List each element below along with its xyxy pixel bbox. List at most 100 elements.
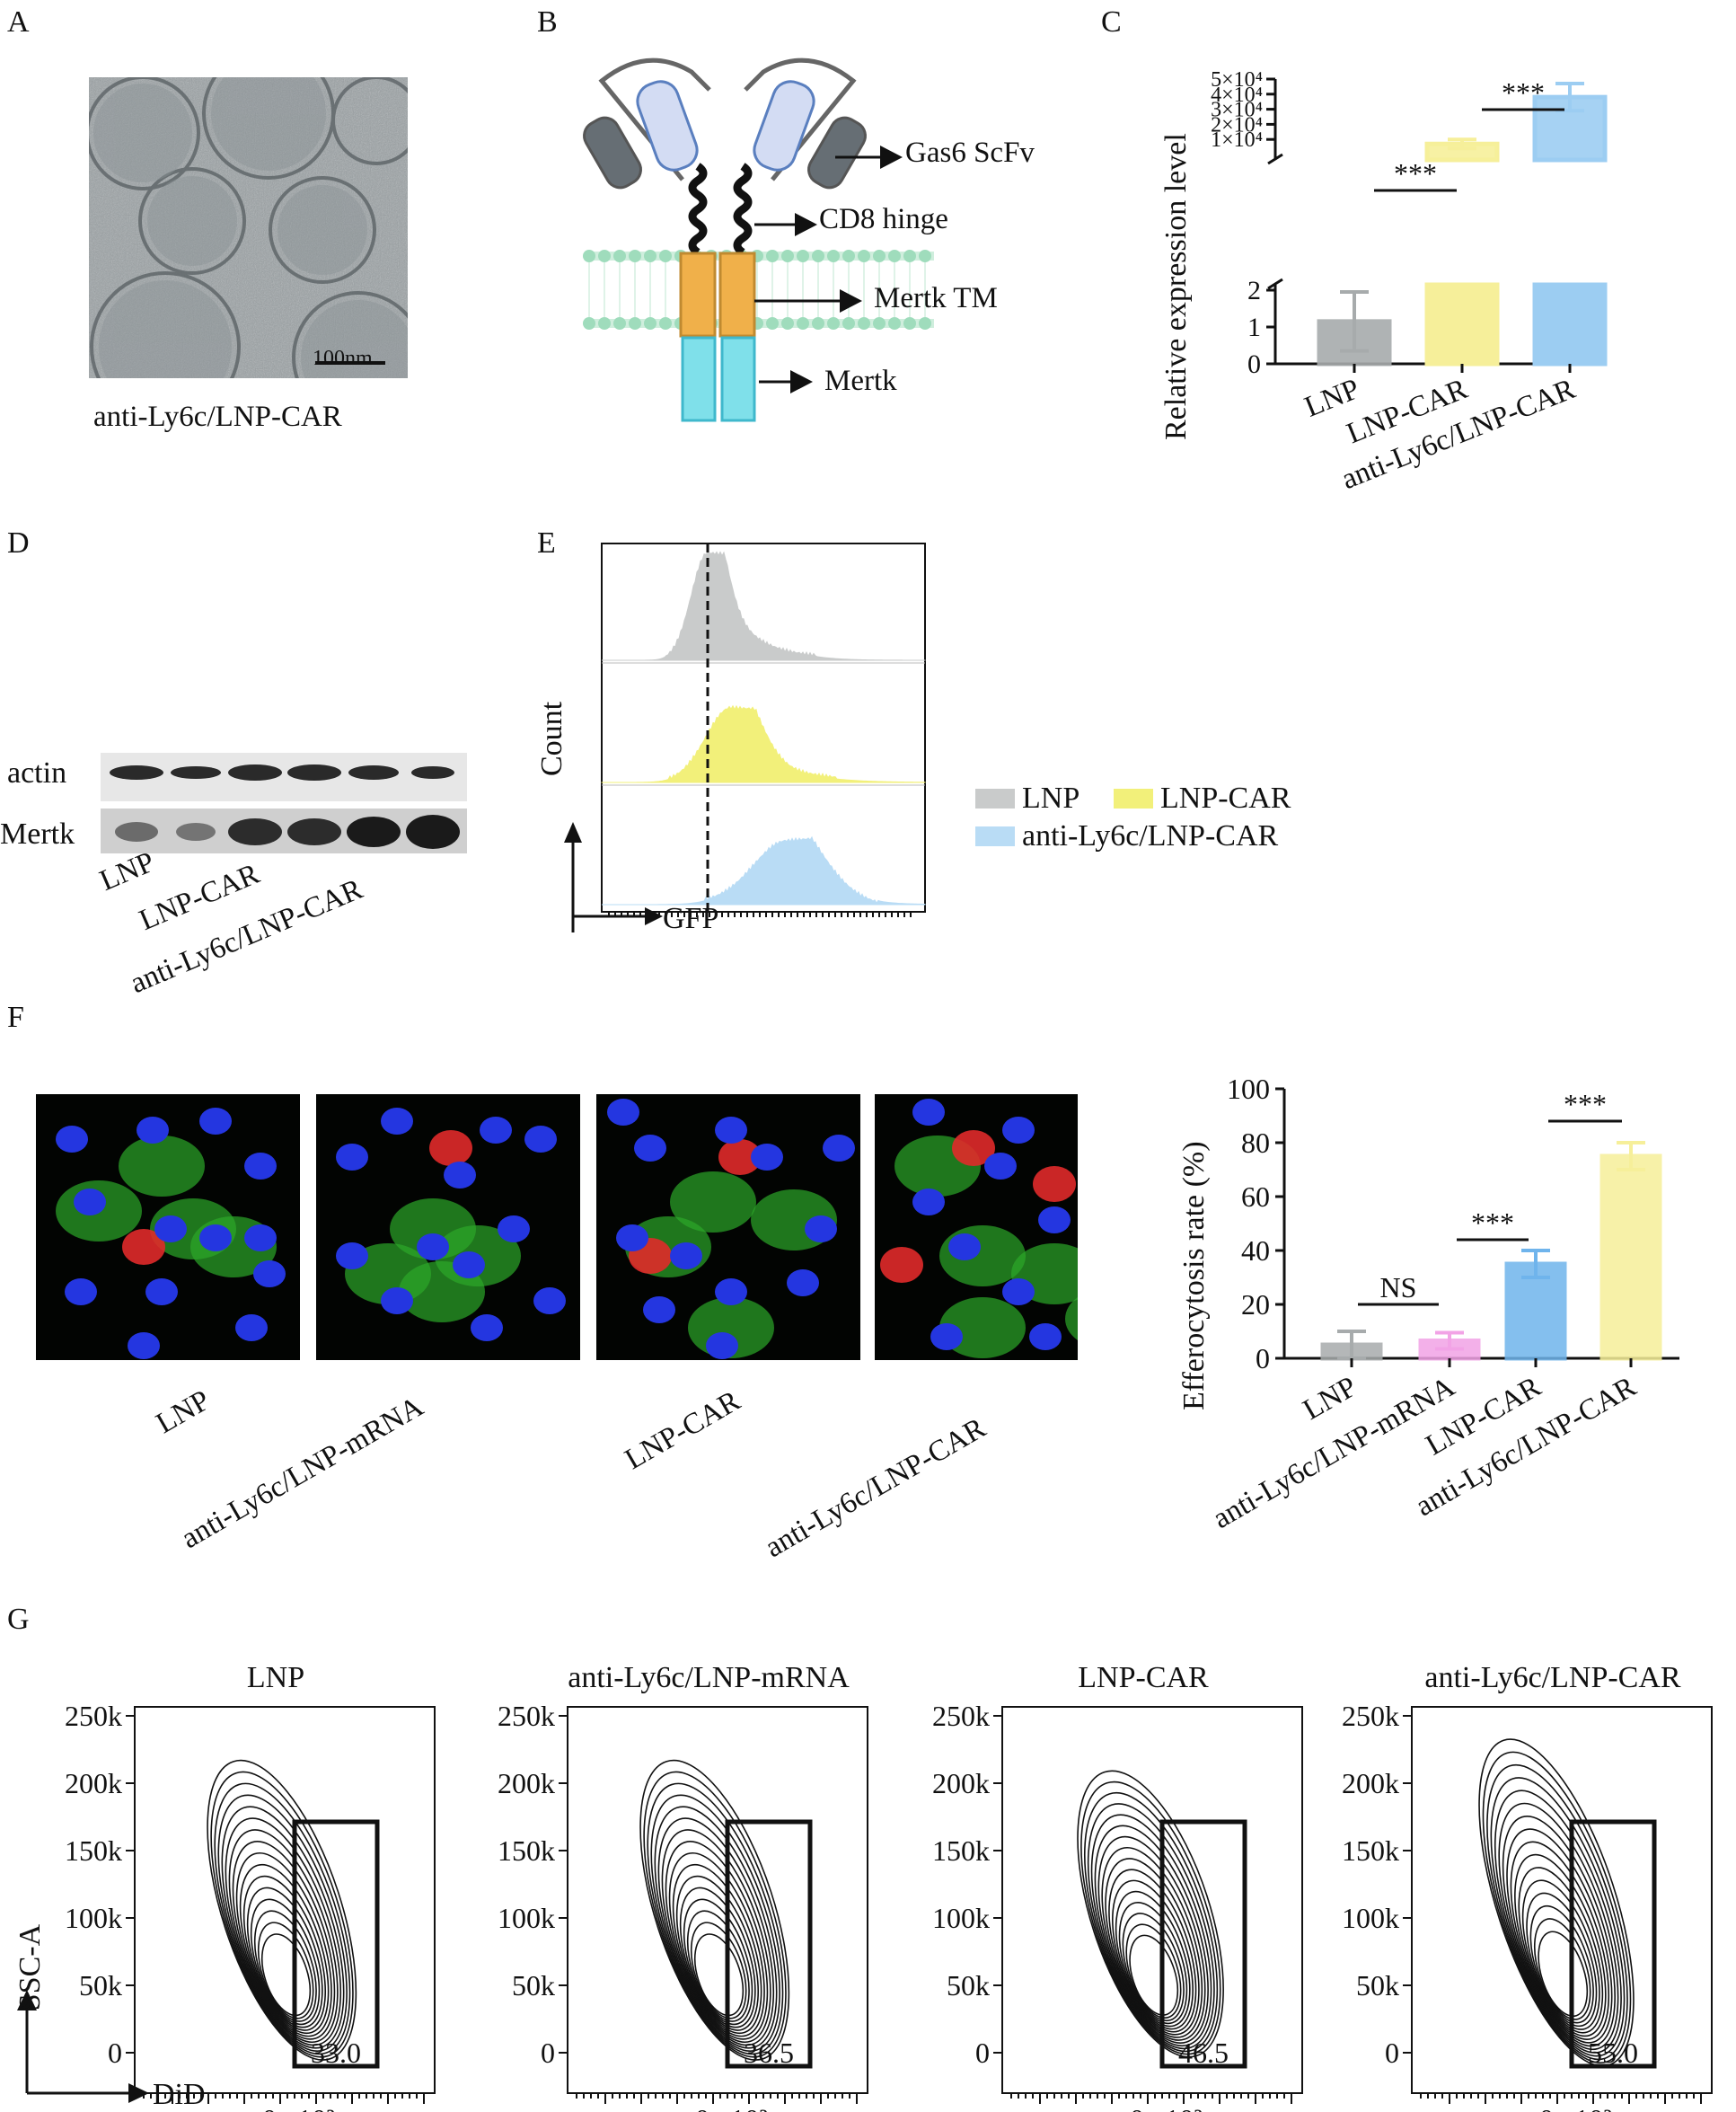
nucleus	[912, 1189, 945, 1215]
hist-x-arrowhead	[645, 907, 663, 925]
plot-ytick: 250k	[65, 1700, 122, 1732]
nucleus	[984, 1153, 1017, 1180]
contour-line	[232, 1841, 336, 2040]
nucleus	[643, 1296, 675, 1323]
nucleus	[805, 1215, 837, 1242]
plot-ytick: 250k	[498, 1700, 555, 1732]
contour-line	[686, 1910, 750, 2022]
plot-ytick: 0	[108, 2037, 122, 2069]
gate-value: 36.5	[744, 2037, 794, 2069]
plot-ytick: 200k	[1342, 1767, 1399, 1799]
f-ylabel: Efferocytosis rate (%)	[1177, 1141, 1211, 1410]
contour-line	[1105, 1858, 1200, 2036]
contour-line	[235, 1851, 332, 2037]
gate-value: 33.0	[311, 2037, 361, 2069]
plot-ytick: 0	[541, 2037, 555, 2069]
contour-line	[679, 1887, 756, 2028]
red-signal	[122, 1229, 165, 1265]
contour-line	[1506, 1828, 1613, 2044]
c-bar-lower	[1532, 282, 1608, 367]
nucleus	[715, 1117, 747, 1144]
contour-line	[1115, 1890, 1191, 2028]
red-signal	[952, 1130, 995, 1166]
lipid-head	[766, 317, 779, 330]
legend-swatch-anti-ly6c	[975, 826, 1015, 846]
contour-line	[1090, 1814, 1212, 2047]
contour-line	[1498, 1802, 1619, 2051]
hist-xtick: 10⁴	[717, 931, 755, 934]
contour-plot: LNP 250k 200k 150k 100k 50k 0 0 10² 33.0	[65, 1661, 436, 2112]
plot-ytick: 100k	[1342, 1902, 1399, 1934]
f-ytick: 0	[1256, 1342, 1270, 1374]
nucleus	[199, 1108, 232, 1135]
plot-ytick: 150k	[932, 1834, 990, 1867]
f-ytick: 80	[1241, 1127, 1270, 1159]
green-signal	[670, 1171, 756, 1233]
lipid-head	[903, 250, 916, 262]
contour-line	[1087, 1803, 1215, 2050]
lipid-head	[842, 317, 855, 330]
lipid-head	[781, 250, 794, 262]
contour-line	[1101, 1846, 1203, 2038]
c-bar-lower	[1424, 282, 1500, 367]
nucleus	[56, 1126, 88, 1153]
image-label-lnp-car: LNP-CAR	[620, 1384, 746, 1477]
nucleus	[948, 1233, 981, 1260]
tem-micrograph	[85, 47, 425, 424]
hist-xtick: 0	[614, 931, 629, 934]
image-label-anti-ly6c-mrna: anti-Ly6c/LNP-mRNA	[176, 1390, 429, 1556]
f-ytick: 60	[1241, 1180, 1270, 1213]
contour-line	[250, 1898, 321, 2026]
contour-line	[1529, 1904, 1594, 2024]
plot-title: LNP	[247, 1661, 304, 1694]
nucleus	[480, 1117, 512, 1144]
plot-ytick: 200k	[498, 1767, 555, 1799]
contour-line	[1486, 1763, 1628, 2061]
contour-line	[675, 1875, 760, 2031]
label-gas6-scfv: Gas6 ScFv	[905, 137, 1035, 169]
nucleus	[199, 1224, 232, 1251]
plot-ytick: 250k	[1342, 1700, 1399, 1732]
nucleus	[381, 1108, 413, 1135]
nucleus	[634, 1135, 666, 1162]
lipid-head	[797, 317, 809, 330]
contour-line	[239, 1863, 330, 2035]
contour-line	[1112, 1879, 1194, 2030]
lipid-head	[659, 317, 672, 330]
mertk-band	[176, 823, 216, 841]
plot-ytick: 100k	[932, 1902, 990, 1934]
contour-line	[1122, 1913, 1185, 2022]
contour-line	[690, 1922, 747, 2019]
plot-ytick: 50k	[947, 1969, 990, 2002]
contour-line	[228, 1829, 339, 2044]
nucleus	[912, 1099, 945, 1126]
lipid-head	[842, 250, 855, 262]
contour-line	[242, 1875, 327, 2031]
nucleus	[498, 1215, 530, 1242]
lipid-head	[629, 250, 641, 262]
lipid-head	[613, 317, 626, 330]
contour-line	[214, 1782, 351, 2055]
nucleus	[235, 1314, 268, 1341]
contour-plot: anti-Ly6c/LNP-CAR 250k 200k 150k 100k 50k 0 0 10…	[1342, 1661, 1713, 2112]
nucleus	[65, 1278, 97, 1305]
mertk-band	[115, 822, 158, 842]
lipid-head	[858, 317, 870, 330]
contour-line	[246, 1887, 323, 2028]
contour-plot: LNP-CAR 250k 200k 150k 100k 50k 0 0 10² 46.5	[932, 1661, 1303, 2112]
f-bar	[1504, 1261, 1567, 1361]
lipid-head	[827, 317, 840, 330]
contour-line	[207, 1759, 357, 2061]
nucleus	[444, 1162, 476, 1189]
panel-b-letter: B	[537, 5, 558, 39]
red-signal	[429, 1130, 472, 1166]
lipid-head	[629, 317, 641, 330]
red-signal	[1033, 1166, 1076, 1202]
lipid-head	[903, 317, 916, 330]
nucleus	[128, 1332, 160, 1359]
contour-line	[217, 1794, 348, 2052]
plot-title: anti-Ly6c/LNP-CAR	[1424, 1661, 1681, 1694]
micrograph-panel	[875, 1094, 1078, 1360]
c-ylabel: Relative expression level	[1159, 133, 1193, 440]
red-signal	[880, 1247, 923, 1283]
